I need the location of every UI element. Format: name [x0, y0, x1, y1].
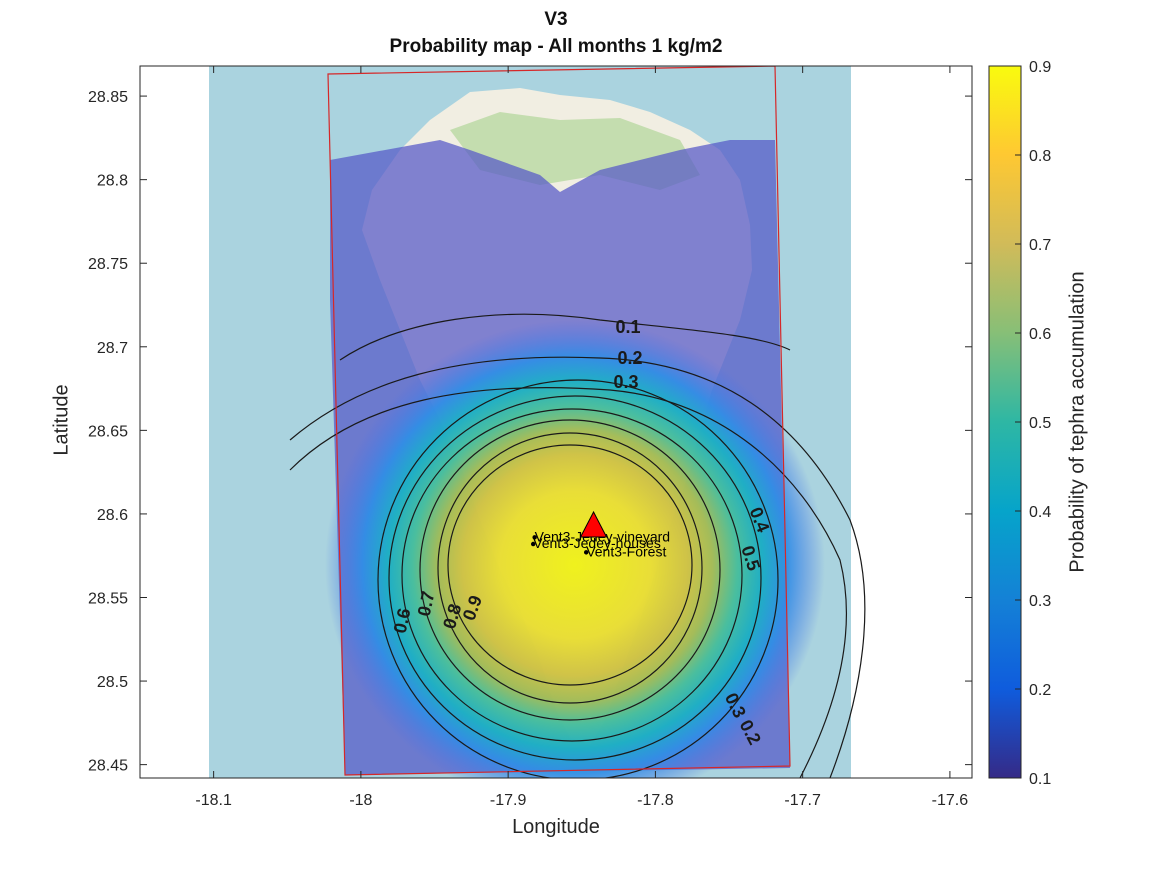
contour-0.1 [339, 313, 791, 361]
y-tick-label: 28.45 [88, 758, 128, 775]
colorbar-ticks: 0.1 0.2 0.3 0.4 0.5 0.6 0.7 0.8 0.9 [1015, 59, 1051, 788]
colorbar-label: Probability of tephra accumulation [1066, 271, 1089, 573]
x-tick-label: -17.6 [932, 792, 969, 809]
contour-0.5 [388, 395, 762, 761]
contour-0.2 [289, 356, 866, 778]
x-axis-label: Longitude [512, 816, 600, 838]
contour-0.3 [289, 386, 848, 778]
y-tick-label: 28.5 [97, 674, 128, 691]
probability-field [325, 320, 825, 778]
y-tick-label: 28.6 [97, 507, 128, 524]
y-tick-label: 28.8 [97, 173, 128, 190]
contour-0.6 [401, 408, 743, 742]
colorbar-tick-label: 0.3 [1029, 593, 1051, 610]
x-tick-label: -17.7 [784, 792, 821, 809]
x-tick-label: -18.1 [195, 792, 232, 809]
contour-0.8 [437, 432, 703, 704]
colorbar-tick-label: 0.9 [1029, 59, 1051, 76]
colorbar-tick-label: 0.7 [1029, 237, 1051, 254]
site-label: Vent3-Forest [586, 543, 666, 559]
y-axis-ticks: 28.45 28.5 28.55 28.6 28.65 28.7 28.75 28.8 28.8… [88, 89, 972, 775]
x-tick-label: -18 [349, 792, 372, 809]
figure-title: V3 [544, 9, 568, 30]
y-tick-label: 28.85 [88, 89, 128, 106]
colorbar-tick-label: 0.8 [1029, 148, 1051, 165]
colorbar-tick-label: 0.1 [1029, 771, 1051, 788]
map-layers: 0.10.20.30.40.50.60.7 0.80.90.30.2 Vent3-… [209, 66, 866, 778]
site-marker [532, 535, 537, 540]
contour-0.7 [419, 419, 721, 721]
x-tick-label: -17.9 [490, 792, 527, 809]
site-label: Vent3-Jedey-houses [533, 535, 661, 551]
axes-box [139, 65, 973, 779]
y-axis-label: Latitude [50, 384, 73, 456]
contour-label: 0.1 [615, 317, 640, 337]
contour-0.9 [447, 444, 693, 686]
domain-box [327, 66, 791, 776]
colorbar-tick-label: 0.2 [1029, 682, 1051, 699]
y-tick-label: 28.55 [88, 590, 128, 607]
site-marker [530, 541, 536, 547]
contour-0.4 [377, 379, 779, 778]
figure-subtitle: Probability map - All months 1 kg/m2 [389, 36, 723, 57]
colorbar-tick-label: 0.5 [1029, 415, 1051, 432]
colorbar-tick-label: 0.4 [1029, 504, 1051, 521]
contour-label: 0.3 [613, 372, 638, 392]
colorbar-tick-label: 0.6 [1029, 326, 1051, 343]
vent-marker [579, 510, 608, 538]
x-tick-label: -17.8 [637, 792, 674, 809]
y-tick-label: 28.65 [88, 423, 128, 440]
x-axis-ticks: -18.1 -18 -17.9 -17.8 -17.7 -17.6 [195, 66, 968, 809]
site-marker [583, 550, 589, 555]
contour-lines [289, 313, 866, 778]
contour-label: 0.2 [617, 348, 642, 368]
y-tick-label: 28.75 [88, 256, 128, 273]
y-tick-label: 28.7 [97, 340, 128, 357]
